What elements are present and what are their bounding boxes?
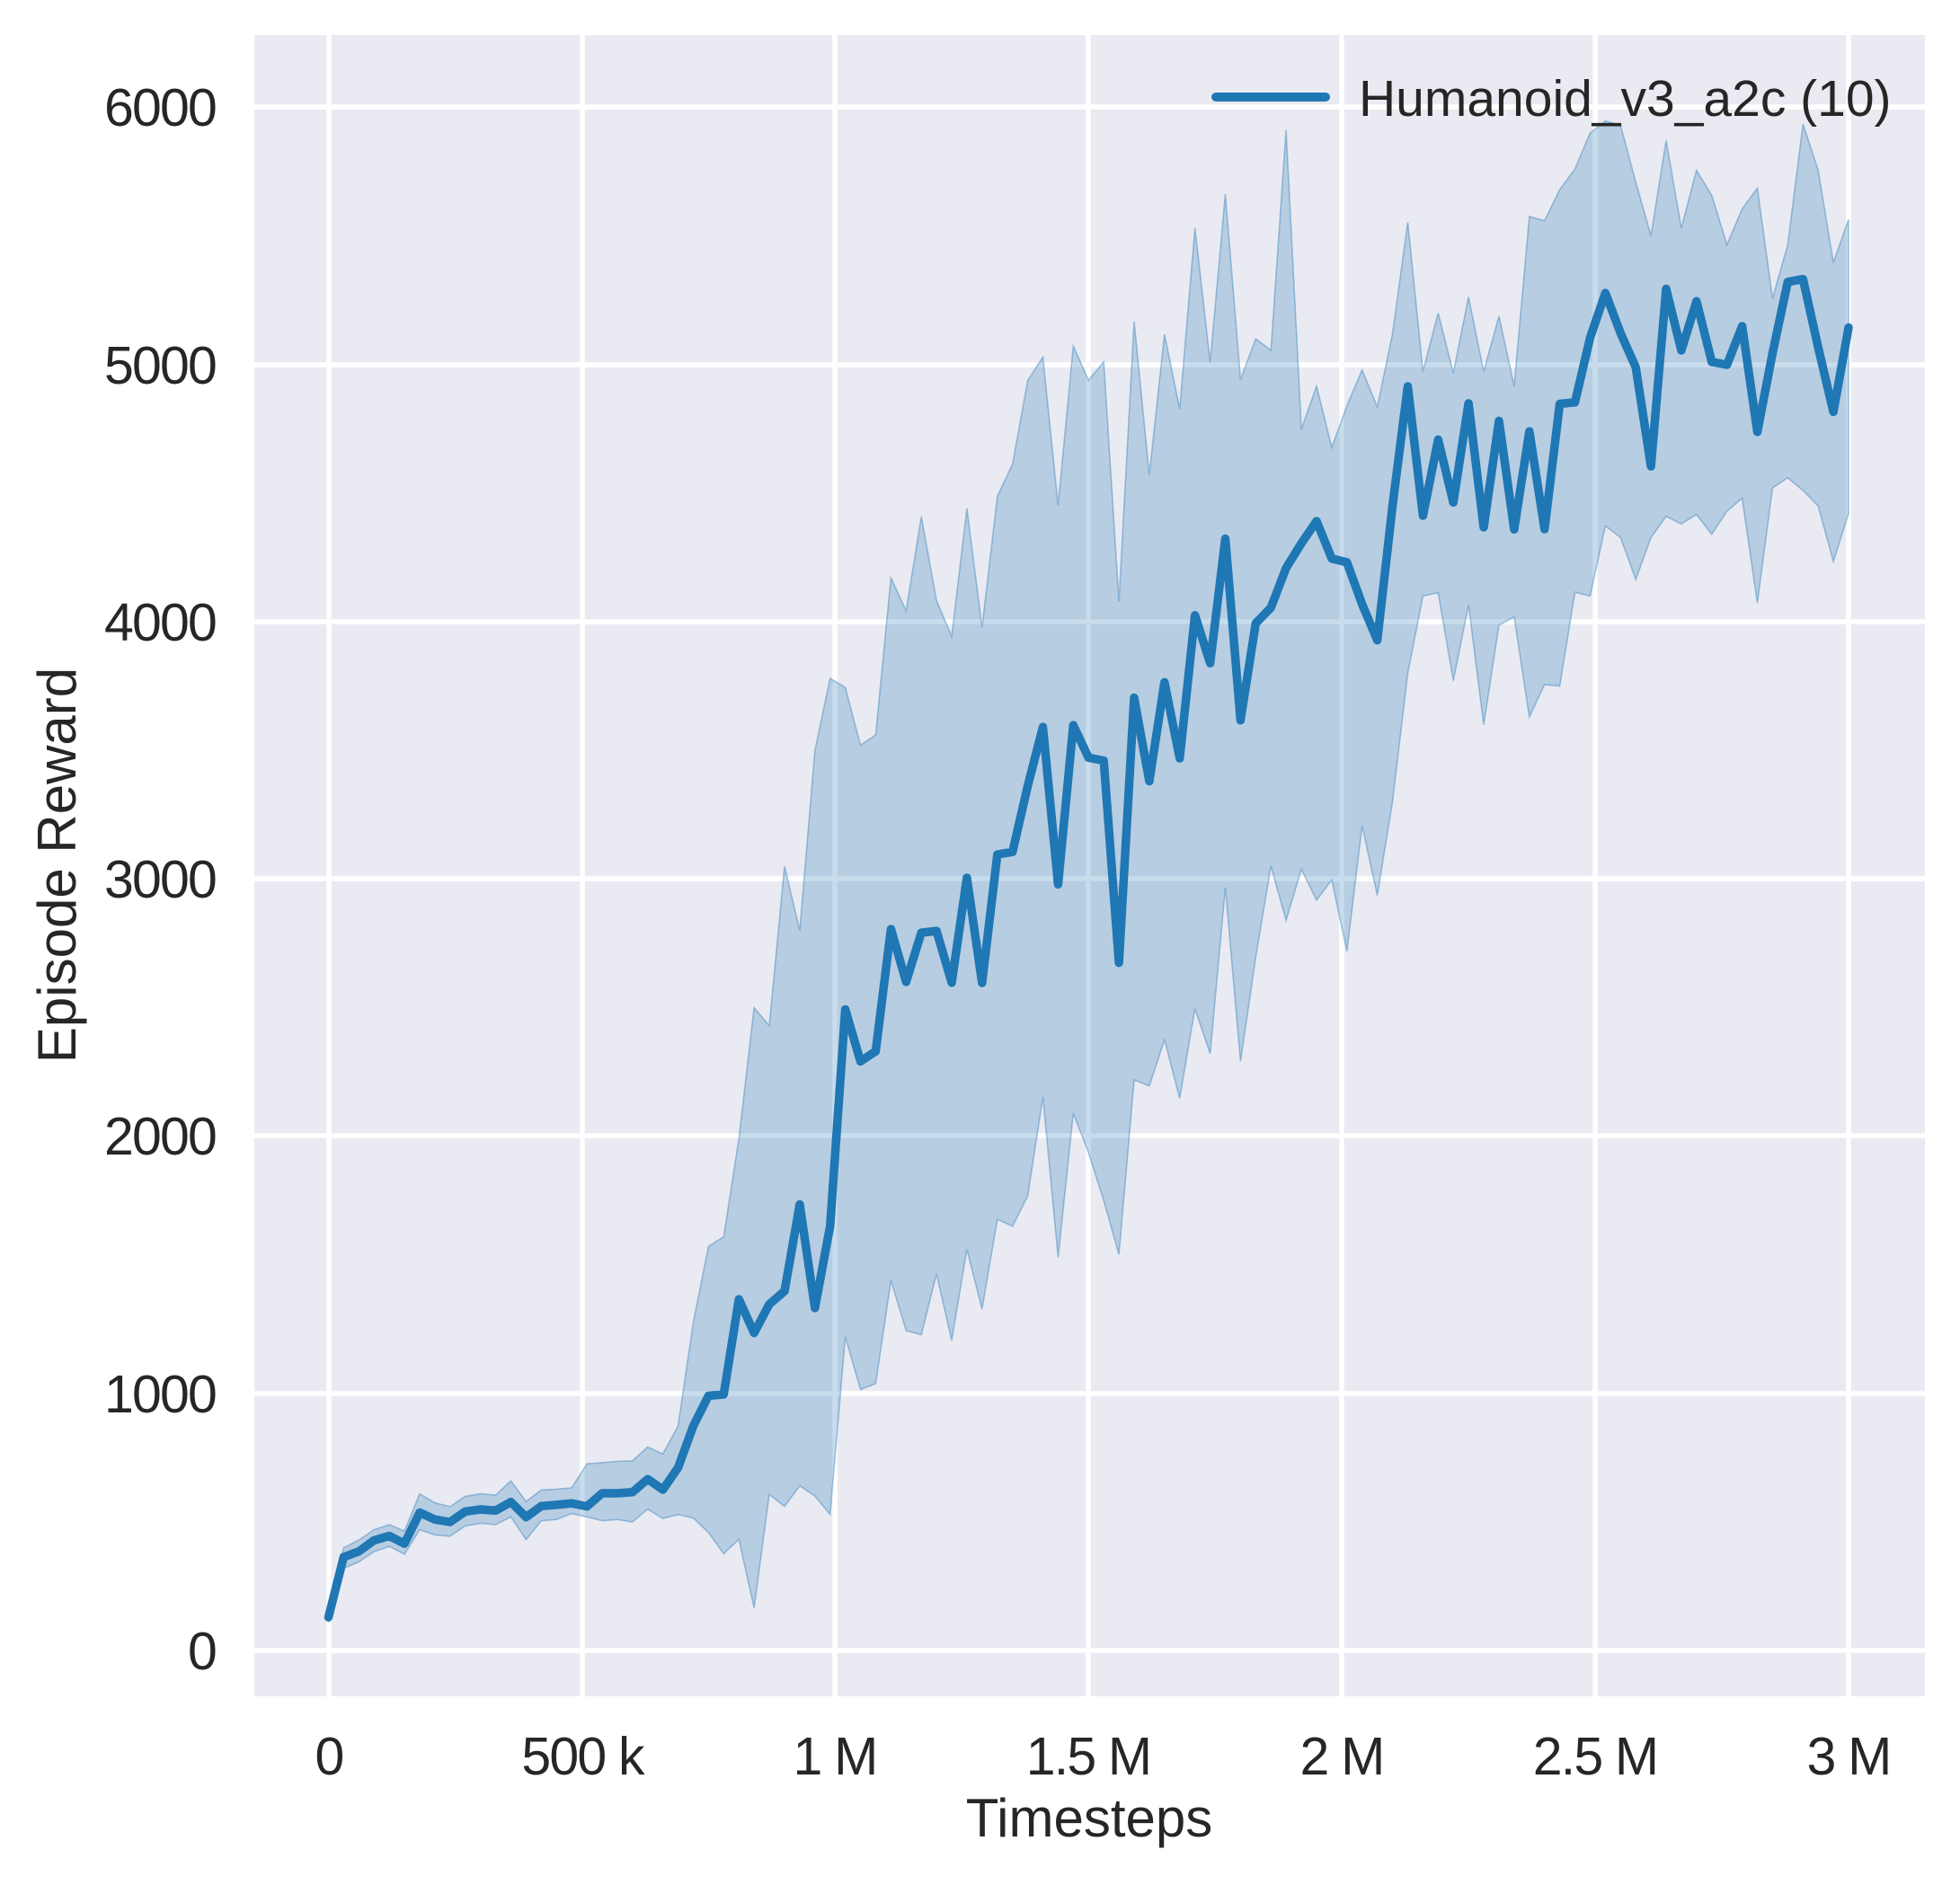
svg-text:2.5 M: 2.5 M [1533, 1727, 1658, 1786]
svg-text:1 M: 1 M [794, 1727, 877, 1786]
svg-text:0: 0 [315, 1727, 342, 1786]
svg-text:1000: 1000 [104, 1365, 216, 1424]
svg-text:5000: 5000 [104, 336, 216, 395]
svg-text:6000: 6000 [104, 78, 216, 137]
svg-text:4000: 4000 [104, 593, 216, 652]
svg-text:2000: 2000 [104, 1107, 216, 1166]
svg-text:500 k: 500 k [521, 1727, 645, 1786]
svg-text:Humanoid_v3_a2c (10): Humanoid_v3_a2c (10) [1359, 70, 1892, 128]
svg-text:3000: 3000 [104, 850, 216, 909]
svg-text:1.5 M: 1.5 M [1026, 1727, 1151, 1786]
svg-text:Timesteps: Timesteps [966, 1788, 1213, 1848]
svg-text:3 M: 3 M [1807, 1727, 1891, 1786]
svg-text:2 M: 2 M [1300, 1727, 1384, 1786]
svg-text:0: 0 [188, 1622, 216, 1681]
svg-text:Episode Reward: Episode Reward [27, 668, 87, 1063]
